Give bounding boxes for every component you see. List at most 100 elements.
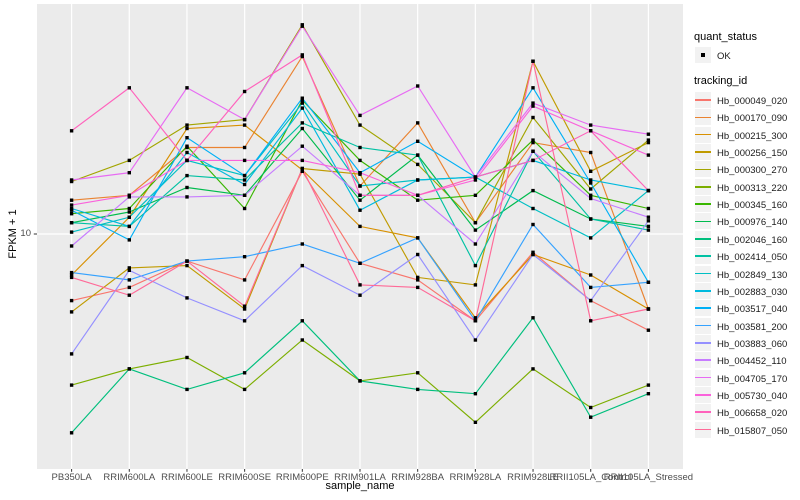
- data-point: [69, 431, 74, 435]
- data-point: [127, 367, 131, 371]
- data-point: [473, 221, 478, 225]
- data-point: [185, 263, 189, 268]
- data-point: [473, 338, 478, 342]
- legend-label: Hb_003883_060: [717, 338, 788, 350]
- legend-key-Hb_004705_170: [695, 369, 711, 386]
- legend-key-Hb_000345_160: [695, 196, 711, 213]
- data-point: [69, 203, 74, 207]
- data-point: [416, 285, 420, 290]
- data-point: [69, 383, 74, 387]
- data-point: [127, 215, 131, 219]
- data-point: [185, 123, 189, 127]
- data-point: [473, 193, 478, 197]
- data-point: [242, 193, 247, 197]
- legend-line-icon: [695, 116, 711, 119]
- data-point: [473, 175, 478, 179]
- black-point-icon: [701, 53, 705, 57]
- data-point: [127, 171, 131, 175]
- data-point: [531, 158, 535, 163]
- data-point: [127, 266, 131, 270]
- data-point: [242, 206, 247, 211]
- data-point: [589, 193, 593, 197]
- data-point: [69, 221, 74, 225]
- data-point: [416, 278, 420, 282]
- data-point: [185, 150, 189, 155]
- data-point: [242, 173, 247, 178]
- data-point: [69, 275, 74, 280]
- data-point: [69, 244, 74, 248]
- data-point: [416, 236, 420, 240]
- data-point: [69, 273, 74, 277]
- data-point: [646, 138, 651, 142]
- data-point: [127, 86, 131, 90]
- legend-label: Hb_000170_090: [717, 113, 788, 125]
- x-tick-label: RRIM928LE: [507, 471, 559, 483]
- data-point: [473, 392, 478, 396]
- data-point: [185, 144, 189, 148]
- data-point: [185, 387, 189, 392]
- x-tick-label: RRIM600LE: [161, 471, 213, 483]
- data-point: [358, 379, 362, 383]
- data-point: [531, 188, 535, 193]
- data-point: [531, 250, 535, 254]
- data-point: [300, 53, 304, 57]
- data-point: [589, 285, 593, 290]
- legend-label: Hb_002883_030: [717, 286, 788, 298]
- data-point: [185, 185, 189, 190]
- x-axis-title: sample_name: [325, 480, 395, 492]
- legend-key-Hb_002046_160: [695, 230, 711, 247]
- data-point: [473, 178, 478, 182]
- legend-key-Hb_000256_150: [695, 144, 711, 161]
- data-point: [589, 123, 593, 127]
- data-point: [300, 144, 304, 148]
- x-tick-label: PB350LA: [51, 471, 92, 483]
- data-point: [242, 371, 247, 375]
- data-point: [127, 224, 131, 229]
- data-point: [416, 193, 420, 197]
- legend-line-icon: [695, 255, 711, 257]
- data-point: [416, 371, 420, 375]
- data-point: [185, 136, 189, 140]
- legend-label: Hb_002046_160: [717, 234, 788, 246]
- data-point: [531, 115, 535, 120]
- data-point: [127, 285, 131, 290]
- data-point: [646, 383, 651, 387]
- data-point: [185, 126, 189, 131]
- legend-line-icon: [695, 394, 711, 396]
- legend-line-icon: [695, 99, 711, 101]
- legend-key-Hb_000976_140: [695, 213, 711, 230]
- data-point: [69, 208, 74, 212]
- legend-line-icon: [695, 185, 711, 188]
- legend-key-Hb_003581_200: [695, 317, 711, 334]
- data-point: [242, 278, 247, 282]
- data-point: [242, 319, 247, 323]
- data-point: [69, 352, 74, 356]
- data-point: [473, 283, 478, 287]
- data-point: [531, 138, 535, 142]
- data-point: [531, 222, 535, 227]
- data-point: [646, 392, 651, 396]
- data-point: [242, 255, 247, 259]
- legend-line-icon: [695, 342, 711, 344]
- data-point: [589, 129, 593, 133]
- data-point: [185, 259, 189, 263]
- legend-label: Hb_000256_150: [717, 148, 788, 160]
- x-tick-label: RRII105LA_Stressed: [603, 471, 694, 483]
- legend-label: Hb_015807_050: [717, 425, 788, 437]
- legend-label: Hb_003581_200: [717, 321, 788, 333]
- data-point: [300, 121, 304, 125]
- data-point: [185, 86, 189, 90]
- data-point: [416, 153, 420, 157]
- data-point: [242, 89, 247, 94]
- legend-label: Hb_000976_140: [717, 217, 788, 229]
- data-point: [127, 268, 131, 272]
- data-point: [416, 162, 420, 167]
- data-point: [358, 193, 362, 197]
- data-point: [589, 405, 593, 410]
- legend-key-Hb_006658_020: [695, 404, 711, 421]
- data-point: [185, 158, 189, 163]
- data-point: [127, 210, 131, 214]
- data-point: [185, 296, 189, 300]
